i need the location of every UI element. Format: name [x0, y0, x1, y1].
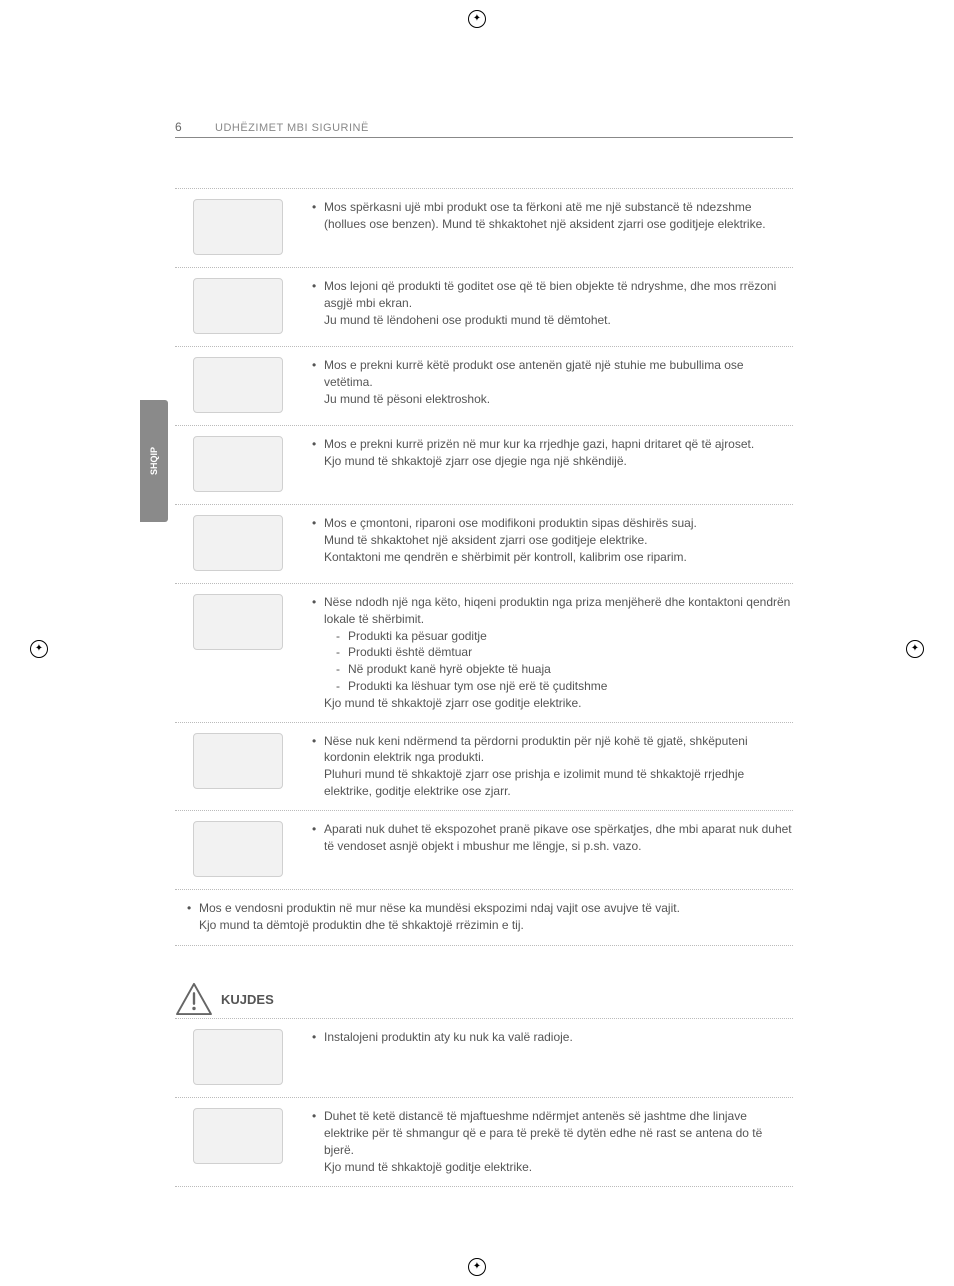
caution-label: KUJDES — [221, 992, 274, 1007]
warning-row: Mos e çmontoni, riparoni ose modifikoni … — [175, 505, 793, 584]
text: Mos lejoni që produkti të goditet ose që… — [324, 279, 776, 310]
text: Kjo mund të shkaktojë zjarr ose djegie n… — [324, 454, 627, 468]
page-title: UDHËZIMET MBI SIGURINË — [215, 122, 369, 134]
caution-icon — [175, 982, 213, 1016]
caution-icon — [175, 1027, 300, 1087]
caution-list: Instalojeni produktin aty ku nuk ka valë… — [175, 1019, 793, 1186]
text: Produkti ka lëshuar tym ose një erë të ç… — [336, 678, 793, 695]
warning-text: Mos e prekni kurrë prizën në mur kur ka … — [308, 434, 793, 494]
warning-icon — [175, 197, 300, 257]
sublist: Produkti ka pësuar goditje Produkti ësht… — [324, 628, 793, 695]
text: Mos spërkasni ujë mbi produkt ose ta fër… — [324, 200, 766, 231]
text: Mos e çmontoni, riparoni ose modifikoni … — [324, 516, 697, 530]
warning-row: Aparati nuk duhet të ekspozohet pranë pi… — [175, 811, 793, 890]
text: Ju mund të pësoni elektroshok. — [324, 392, 490, 406]
warning-text: Mos spërkasni ujë mbi produkt ose ta fër… — [308, 197, 793, 257]
text: Në produkt kanë hyrë objekte të huaja — [336, 661, 793, 678]
caution-header: KUJDES — [175, 982, 793, 1019]
text: Mos e vendosni produktin në mur nëse ka … — [199, 901, 680, 915]
warning-row: Mos e prekni kurrë prizën në mur kur ka … — [175, 426, 793, 505]
registration-mark — [468, 10, 486, 28]
language-tab: SHQIP — [140, 400, 168, 522]
warning-icon — [175, 819, 300, 879]
text: Aparati nuk duhet të ekspozohet pranë pi… — [324, 822, 792, 853]
text: Ju mund të lëndoheni ose produkti mund t… — [324, 313, 611, 327]
warning-row: Nëse ndodh një nga këto, hiqeni produkti… — [175, 584, 793, 723]
text: Kontaktoni me qendrën e shërbimit për ko… — [324, 550, 687, 564]
warning-icon — [175, 592, 300, 652]
text: Kjo mund ta dëmtojë produktin dhe të shk… — [199, 918, 524, 932]
warning-row: Mos lejoni që produkti të goditet ose që… — [175, 268, 793, 347]
caution-icon — [175, 1106, 300, 1166]
warning-row: Nëse nuk keni ndërmend ta përdorni produ… — [175, 723, 793, 811]
warning-text: Aparati nuk duhet të ekspozohet pranë pi… — [308, 819, 793, 879]
caution-text: Duhet të ketë distancë të mjaftueshme nd… — [308, 1106, 793, 1175]
text: Produkti ka pësuar goditje — [336, 628, 793, 645]
text: Mund të shkaktohet një aksident zjarri o… — [324, 533, 648, 547]
caution-row: Duhet të ketë distancë të mjaftueshme nd… — [175, 1098, 793, 1186]
warning-row: Mos e prekni kurrë këtë produkt ose ante… — [175, 347, 793, 426]
warning-icon — [175, 276, 300, 336]
text: Kjo mund të shkaktojë goditje elektrike. — [324, 1160, 532, 1174]
registration-mark — [30, 640, 48, 658]
warning-icon — [175, 513, 300, 573]
warning-text: Mos e prekni kurrë këtë produkt ose ante… — [308, 355, 793, 415]
text: Nëse nuk keni ndërmend ta përdorni produ… — [324, 734, 748, 765]
warning-icon — [175, 355, 300, 415]
warning-row: Mos spërkasni ujë mbi produkt ose ta fër… — [175, 188, 793, 268]
text: Duhet të ketë distancë të mjaftueshme nd… — [324, 1109, 762, 1157]
warning-text: Mos lejoni që produkti të goditet ose që… — [308, 276, 793, 336]
warning-list: Mos spërkasni ujë mbi produkt ose ta fër… — [175, 188, 793, 946]
warning-icon — [175, 731, 300, 791]
caution-row: Instalojeni produktin aty ku nuk ka valë… — [175, 1019, 793, 1098]
text: Instalojeni produktin aty ku nuk ka valë… — [324, 1030, 573, 1044]
page-number: 6 — [175, 120, 215, 134]
registration-mark — [906, 640, 924, 658]
warning-text: Nëse nuk keni ndërmend ta përdorni produ… — [308, 731, 793, 800]
text: Nëse ndodh një nga këto, hiqeni produkti… — [324, 595, 790, 626]
caution-text: Instalojeni produktin aty ku nuk ka valë… — [308, 1027, 793, 1087]
warning-row: Mos e vendosni produktin në mur nëse ka … — [175, 890, 793, 947]
text: Pluhuri mund të shkaktojë zjarr ose pris… — [324, 767, 744, 798]
text: Mos e prekni kurrë prizën në mur kur ka … — [324, 437, 754, 451]
document-page: 6 UDHËZIMET MBI SIGURINË Mos spërkasni u… — [175, 120, 793, 1187]
warning-text: Nëse ndodh një nga këto, hiqeni produkti… — [308, 592, 793, 712]
registration-mark — [468, 1258, 486, 1276]
page-header: 6 UDHËZIMET MBI SIGURINË — [175, 120, 793, 138]
warning-text: Mos e çmontoni, riparoni ose modifikoni … — [308, 513, 793, 573]
warning-icon — [175, 434, 300, 494]
text: Kjo mund të shkaktojë zjarr ose goditje … — [324, 696, 581, 710]
text: Mos e prekni kurrë këtë produkt ose ante… — [324, 358, 744, 389]
text: Produkti është dëmtuar — [336, 644, 793, 661]
